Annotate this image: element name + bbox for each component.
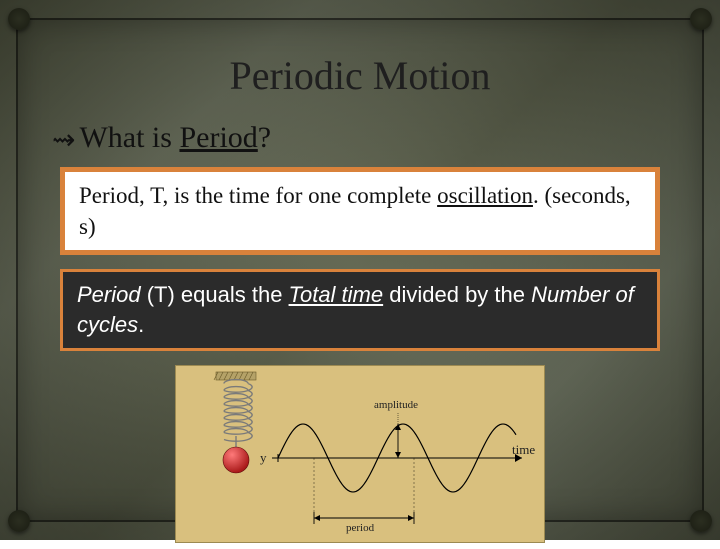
box2-seg5: . [138, 312, 144, 337]
subtitle-term: Period [179, 121, 257, 154]
box1-seg0: Period, T, is the time for one complete [79, 183, 437, 208]
box2-seg3: divided by the [383, 282, 531, 307]
wave-diagram: y time amplitude period [175, 365, 545, 543]
corner-decoration [8, 8, 30, 30]
y-axis-label: y [260, 450, 267, 466]
definition-box: Period, T, is the time for one complete … [60, 167, 660, 255]
slide-title: Periodic Motion [12, 52, 708, 99]
wave-svg [176, 366, 546, 544]
bullet-icon: ⇝ [52, 123, 75, 157]
corner-decoration [690, 8, 712, 30]
box2-seg2: Total time [289, 282, 384, 307]
subtitle-suffix: ? [258, 121, 271, 154]
box1-seg1: oscillation [437, 183, 533, 208]
box2-seg1: (T) equals the [141, 282, 289, 307]
amplitude-label: amplitude [374, 399, 418, 411]
subtitle: ⇝What is Period? [52, 121, 708, 157]
formula-box: Period (T) equals the Total time divided… [60, 269, 660, 350]
box2-seg0: Period [77, 282, 141, 307]
time-axis-label: time [512, 442, 535, 458]
period-label: period [346, 522, 374, 534]
corner-decoration [8, 510, 30, 532]
subtitle-prefix: What is [79, 121, 179, 154]
corner-decoration [690, 510, 712, 532]
slide: Periodic Motion ⇝What is Period? Period,… [0, 0, 720, 540]
